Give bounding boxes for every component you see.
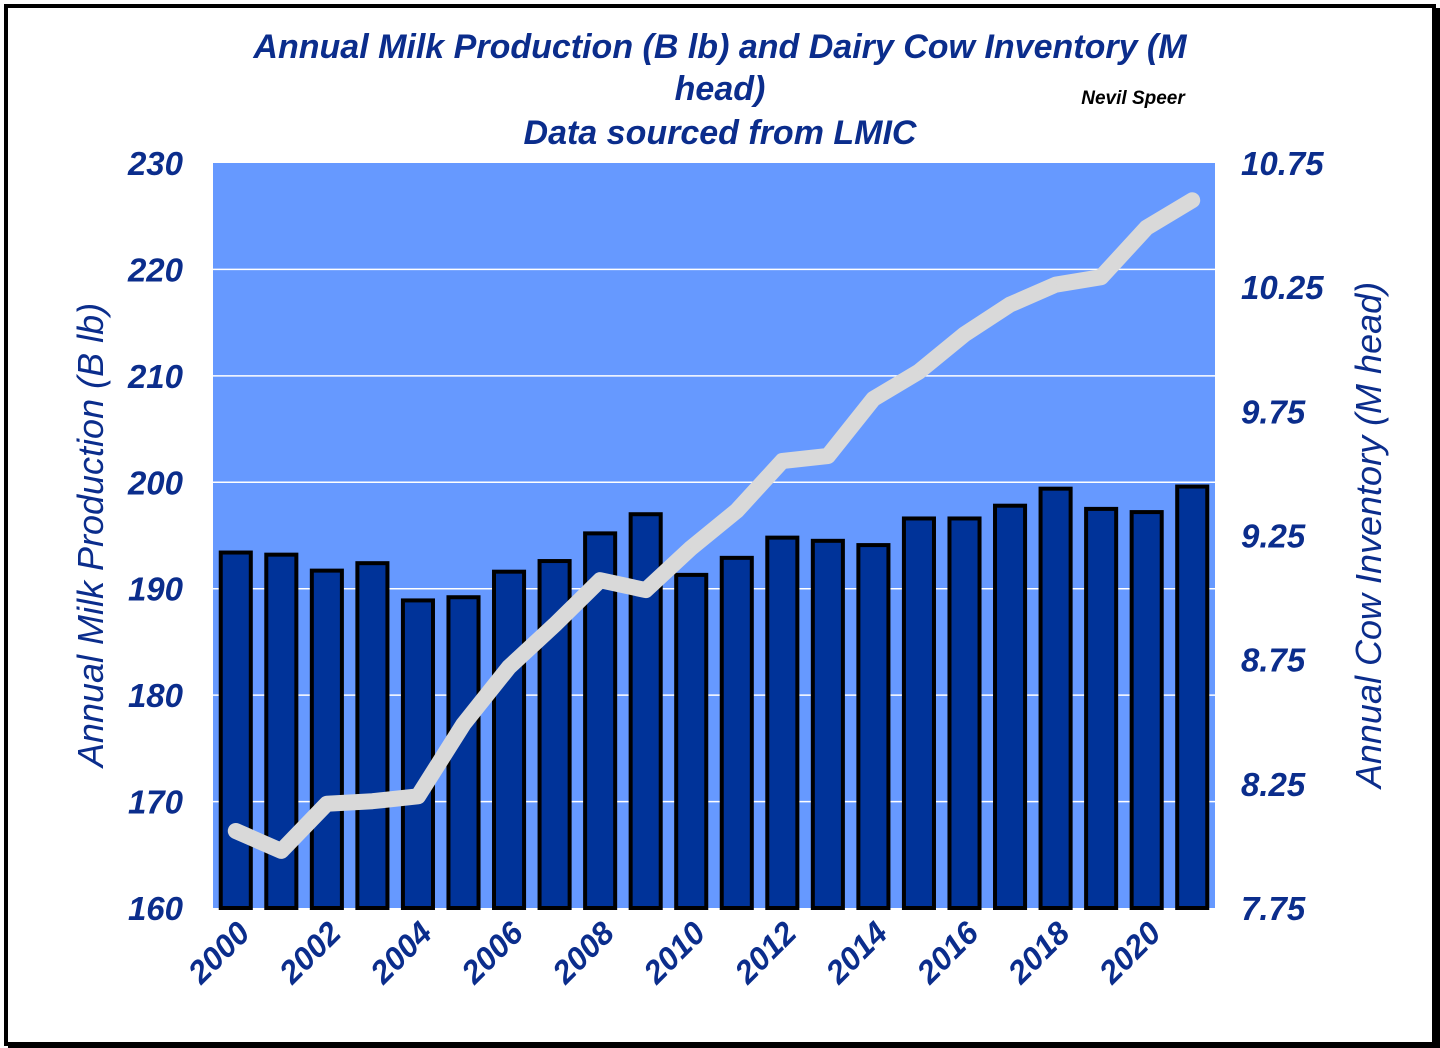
line-point-2011: [735, 509, 738, 512]
bar-2002: [309, 568, 344, 910]
line-point-2013: [826, 455, 829, 458]
x-tick-label: 2012: [727, 914, 804, 991]
line-point-2015: [917, 370, 920, 373]
y-right-tick-label: 9.25: [1241, 518, 1306, 555]
bar-2006: [492, 569, 527, 911]
x-tick-label: 2014: [818, 914, 895, 991]
line-point-2016: [963, 333, 966, 336]
bar-2017: [993, 503, 1028, 910]
line-point-2020: [1145, 226, 1148, 229]
y-axis-left: 160 170 180 190 200 210 220 230: [127, 145, 184, 927]
bar-2018: [1038, 486, 1073, 910]
cow-inventory-line: [227, 192, 1201, 859]
y-axis-right: 7.75 8.25 8.75 9.25 9.75 10.25 10.75: [1241, 145, 1324, 927]
line-point-2007: [553, 623, 556, 626]
author-label: Nevil Speer: [1081, 88, 1186, 109]
y-right-tick-label: 9.75: [1241, 393, 1306, 430]
line-point-2004: [416, 795, 419, 798]
y-left-tick-label: 180: [128, 677, 184, 714]
y-axis-left-title: Annual Milk Production (B lb): [70, 303, 111, 769]
y-left-tick-label: 190: [128, 571, 184, 608]
line-point-2010: [690, 546, 693, 549]
y-left-tick-label: 220: [127, 251, 184, 288]
y-left-tick-label: 210: [127, 358, 184, 395]
y-left-tick-label: 200: [127, 464, 184, 501]
line-point-2012: [781, 460, 784, 462]
x-tick-label: 2016: [909, 914, 986, 991]
y-right-tick-label: 10.25: [1241, 269, 1324, 306]
y-right-tick-label: 8.25: [1241, 766, 1306, 803]
y-right-tick-label: 10.75: [1241, 145, 1324, 182]
line-point-2000: [234, 830, 237, 833]
chart-title-line-1: Annual Milk Production (B lb) and Dairy …: [252, 28, 1187, 66]
y-right-tick-label: 8.75: [1241, 642, 1306, 679]
line-point-2019: [1100, 276, 1103, 279]
bar-2004: [400, 598, 435, 911]
line-point-2001: [280, 849, 283, 852]
chart-title-line-2: head): [675, 70, 766, 108]
line-point-2018: [1054, 283, 1057, 286]
x-tick-label: 2002: [271, 914, 348, 991]
line-point-2005: [462, 723, 465, 726]
line-point-2021: [1191, 199, 1194, 202]
x-tick-label: 2008: [545, 914, 622, 991]
line-point-2002: [325, 802, 328, 805]
y-left-tick-label: 170: [128, 784, 184, 821]
x-tick-label: 2004: [362, 914, 439, 991]
x-tick-label: 2006: [453, 914, 530, 991]
x-tick-label: 2000: [180, 914, 257, 991]
bar-2016: [947, 516, 982, 910]
bar-2003: [355, 561, 390, 911]
line-point-2014: [872, 397, 875, 400]
chart-subtitle: Data sourced from LMIC: [524, 114, 917, 152]
x-tick-label: 2020: [1091, 914, 1168, 991]
line-series: [227, 192, 1201, 859]
y-left-tick-label: 160: [128, 890, 184, 927]
y-right-tick-label: 7.75: [1241, 890, 1306, 927]
line-point-2017: [1009, 303, 1012, 306]
line-point-2008: [599, 579, 602, 582]
line-point-2003: [371, 800, 374, 803]
y-left-tick-label: 230: [127, 145, 184, 182]
bar-2021: [1175, 484, 1210, 910]
y-axis-right-title: Annual Cow Inventory (M head): [1348, 282, 1389, 790]
line-point-2009: [644, 589, 647, 592]
bar-2012: [765, 535, 800, 911]
bar-2010: [674, 572, 709, 911]
x-axis: 2000 2002 2004 2006 2008 2010 2012 2014 2016 2018…: [180, 914, 1168, 991]
bar-2014: [856, 543, 891, 910]
bar-2013: [810, 538, 845, 910]
bar-2011: [719, 555, 754, 910]
bar-2015: [901, 516, 936, 910]
line-point-2006: [508, 666, 511, 669]
x-tick-label: 2010: [636, 914, 713, 991]
bar-2019: [1084, 506, 1119, 910]
bar-2000: [218, 550, 253, 910]
bar-2020: [1129, 510, 1164, 910]
x-tick-label: 2018: [1000, 914, 1077, 991]
bar-series: [218, 484, 1210, 911]
